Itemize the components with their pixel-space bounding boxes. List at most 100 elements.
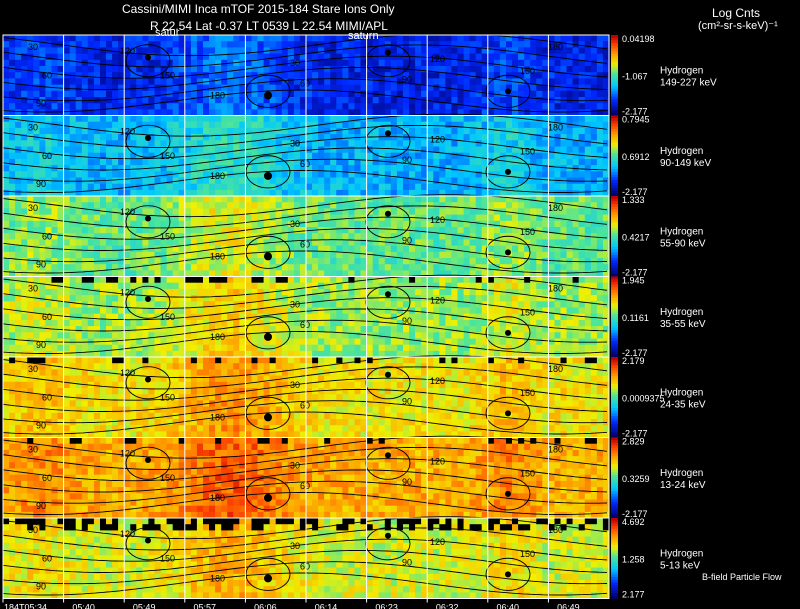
contour-label: 60 <box>42 392 52 402</box>
colorbar-mid: 0.6912 <box>622 152 650 162</box>
time-tick-label: 06:40 <box>497 603 520 609</box>
contour-label: 180 <box>548 284 563 294</box>
contour-label: 120 <box>120 368 135 378</box>
flow-center-marker <box>385 532 391 539</box>
contour-label: 90 <box>402 235 412 245</box>
contour-label: 90 <box>402 477 412 487</box>
time-tick-label: 05:57 <box>194 603 217 609</box>
time-tick-label: 06:14 <box>315 603 338 609</box>
colorbar-max: 2.829 <box>622 437 645 447</box>
contour-label: 150 <box>160 392 175 402</box>
contour-label: 30 <box>28 525 38 535</box>
species-label: Hydrogen <box>660 146 703 157</box>
energy-label: 149-227 keV <box>660 77 717 88</box>
colorbar-mid: 0.0009375 <box>622 393 665 403</box>
species-label: Hydrogen <box>660 65 703 76</box>
contour-label: 90 <box>402 557 412 567</box>
flow-center-marker <box>264 332 272 341</box>
contour-label: 120 <box>120 449 135 459</box>
flow-center-marker <box>145 54 151 61</box>
heatmap-cells <box>3 518 610 599</box>
contour-label: 120 <box>430 537 445 547</box>
energy-label: 13-24 keV <box>660 480 706 491</box>
contour-label: 30 <box>28 445 38 455</box>
time-tick-label: 05:40 <box>72 603 95 609</box>
colorbar-mid: -1.067 <box>622 71 648 81</box>
contour-label: 180 <box>548 42 563 52</box>
contour-label: 180 <box>210 90 225 100</box>
contour-label: 150 <box>160 473 175 483</box>
heatmap-cells <box>3 437 610 519</box>
contour-label: 120 <box>120 288 135 298</box>
heatmap-cells <box>3 276 610 358</box>
contour-label: 90 <box>36 581 46 591</box>
contour-label: 150 <box>160 231 175 241</box>
contour-label: 180 <box>210 573 225 583</box>
contour-label: 120 <box>430 457 445 467</box>
colorbar-units: (cm²-sr-s-keV)⁻¹ <box>698 20 778 32</box>
orbit-info: R 22.54 Lat -0.37 LT 0539 L 22.54 MIMI/A… <box>150 19 388 33</box>
colorbar-max: 2.179 <box>622 356 645 366</box>
colorbar-title: Log Cnts <box>712 6 761 20</box>
colorbar-4: 1.945 0.1161 -2.177 <box>611 276 649 358</box>
flow-center-marker <box>264 493 272 502</box>
time-tick-label: 184T05:34 <box>4 603 47 609</box>
contour-label: 30 <box>28 284 38 294</box>
contour-label: 150 <box>160 553 175 563</box>
contour-label: 30 <box>290 541 300 551</box>
contour-label: 90 <box>36 179 46 189</box>
species-label: Hydrogen <box>660 307 703 318</box>
contour-label: 60 <box>42 473 52 483</box>
flow-center-marker <box>264 252 272 261</box>
contour-label: 30 <box>28 42 38 52</box>
contour-label: 30 <box>28 364 38 374</box>
contour-label: 120 <box>430 296 445 306</box>
flow-center-marker <box>505 571 511 578</box>
contour-label: 30 <box>28 123 38 133</box>
colorbar-min: 2.177 <box>622 590 645 600</box>
contour-label: 120 <box>120 127 135 137</box>
contour-lines <box>2 435 608 515</box>
contour-lines <box>2 113 608 193</box>
contour-label: 120 <box>120 46 135 56</box>
contour-label: 180 <box>548 525 563 535</box>
colorbar-mid: 1.258 <box>622 554 645 564</box>
contour-label: 120 <box>430 135 445 145</box>
contour-label: 180 <box>210 412 225 422</box>
colorbar-mid: 0.3259 <box>622 474 650 484</box>
contour-label: 90 <box>402 74 412 84</box>
flow-center-marker <box>505 249 511 256</box>
contour-label: 180 <box>548 203 563 213</box>
bfield-flow-label: B-field Particle Flow <box>702 572 782 582</box>
colorbar-max: 4.692 <box>622 517 645 527</box>
contour-label: 60 <box>300 78 310 88</box>
colorbar-min: -2.177 <box>622 107 648 117</box>
time-tick-label: 06:32 <box>436 603 459 609</box>
flow-center-marker <box>385 210 391 217</box>
flow-center-marker <box>505 168 511 175</box>
flow-center-marker <box>505 329 511 336</box>
contour-lines <box>2 516 608 596</box>
flow-center-marker <box>385 371 391 378</box>
contour-label: 60 <box>300 320 310 330</box>
contour-label: 120 <box>430 54 445 64</box>
contour-label: 120 <box>120 207 135 217</box>
flow-center-marker <box>264 574 272 583</box>
contour-label: 90 <box>36 501 46 511</box>
energy-label: 5-13 keV <box>660 560 700 571</box>
colorbar-2: 0.7945 0.6912 -2.177 <box>611 115 650 197</box>
contour-label: 180 <box>548 445 563 455</box>
contour-label: 150 <box>520 308 535 318</box>
contour-label: 30 <box>290 380 300 390</box>
flow-center-marker <box>385 291 391 298</box>
contour-label: 60 <box>300 561 310 571</box>
flow-center-marker <box>505 410 511 417</box>
colorbar-3: 1.333 0.4217 -2.177 <box>611 195 650 278</box>
contour-label: 30 <box>290 461 300 471</box>
contour-label: 60 <box>42 231 52 241</box>
contour-label: 30 <box>290 219 300 229</box>
time-tick-label: 06:23 <box>375 603 398 609</box>
